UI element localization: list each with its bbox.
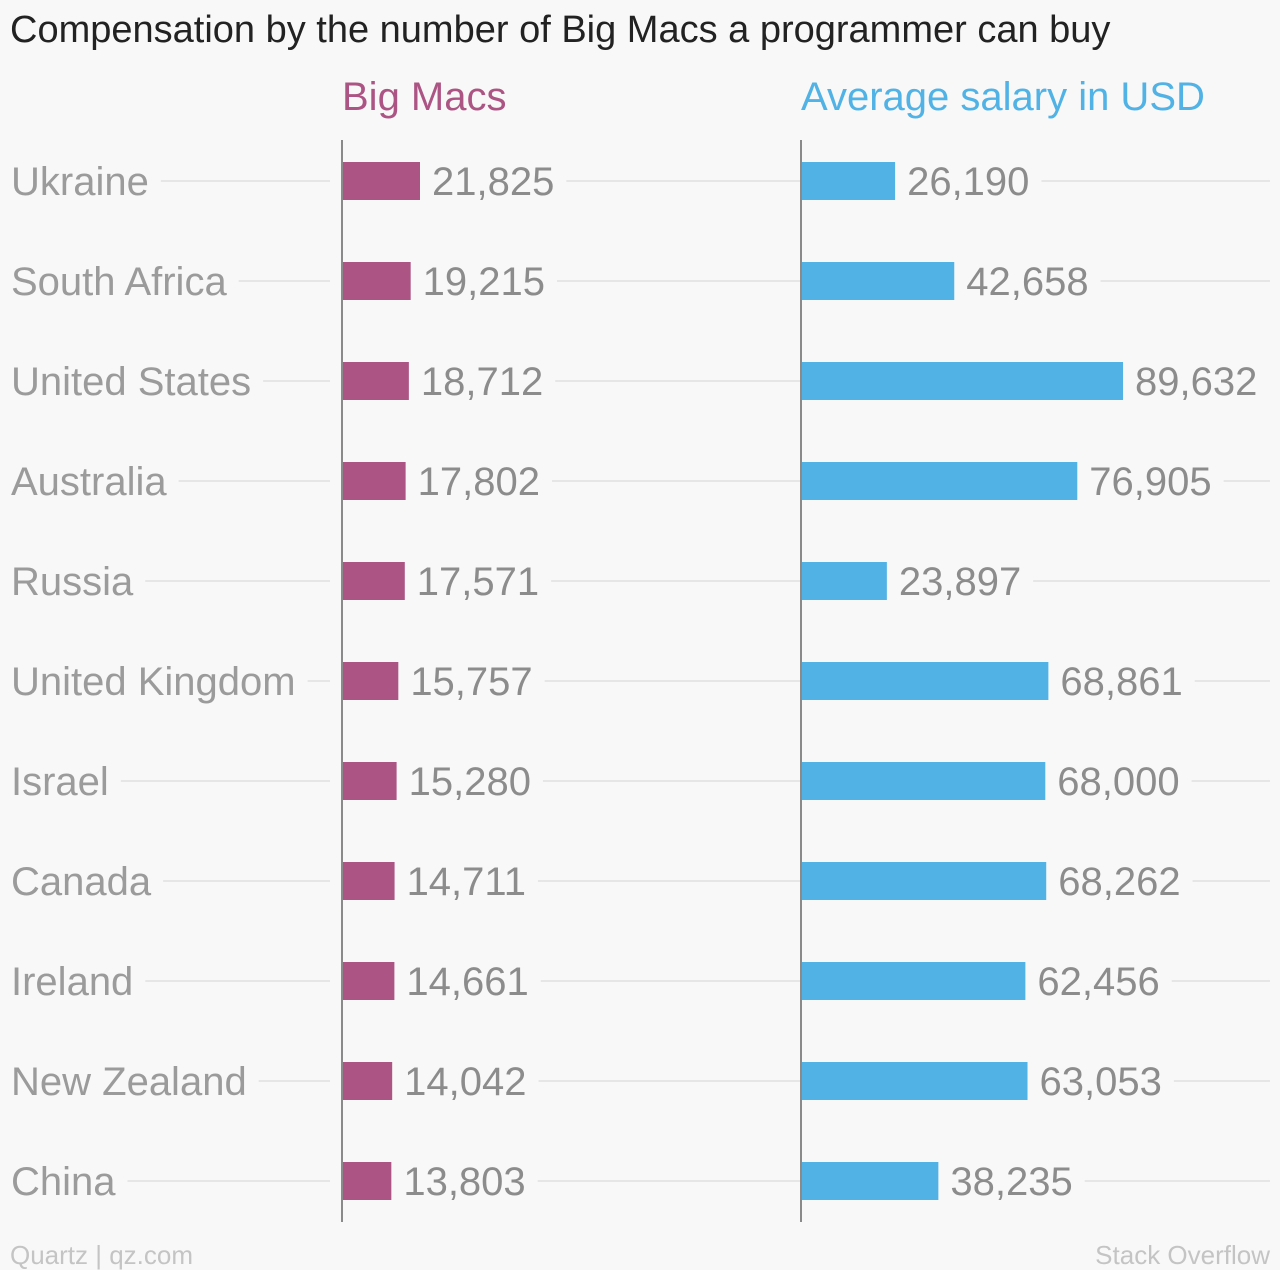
value-labels: 21,825 19,215 18,712 17,802 17,571 15,757 15,2… xyxy=(403,160,1257,1204)
bar-salary xyxy=(801,262,955,300)
value-label-salary: 26,190 xyxy=(907,160,1029,204)
bar-salary xyxy=(801,1062,1028,1100)
value-label-salary: 89,632 xyxy=(1135,360,1257,404)
series-label-1: Average salary in USD xyxy=(801,75,1205,119)
bar-big-macs xyxy=(342,562,405,600)
value-label-salary: 63,053 xyxy=(1040,1060,1162,1104)
category-label: Australia xyxy=(11,460,167,504)
category-label: Israel xyxy=(11,760,109,804)
axes xyxy=(341,140,802,1222)
category-label: Canada xyxy=(11,860,152,904)
series-label-0: Big Macs xyxy=(342,75,507,119)
bar-salary xyxy=(801,662,1049,700)
value-label-big-macs: 17,802 xyxy=(418,460,540,504)
bar-big-macs xyxy=(342,162,420,200)
value-label-big-macs: 14,711 xyxy=(407,860,526,904)
value-label-big-macs: 15,280 xyxy=(409,760,531,804)
bar-big-macs xyxy=(342,462,406,500)
series-labels: Big Macs Average salary in USD xyxy=(342,75,1205,119)
bar-salary xyxy=(801,862,1047,900)
value-label-salary: 68,262 xyxy=(1058,860,1180,904)
bar-salary xyxy=(801,962,1026,1000)
value-label-salary: 23,897 xyxy=(899,560,1021,604)
value-label-salary: 62,456 xyxy=(1037,960,1159,1004)
value-label-big-macs: 14,042 xyxy=(404,1060,526,1104)
bar-big-macs xyxy=(342,962,395,1000)
category-label: New Zealand xyxy=(11,1060,247,1104)
value-label-salary: 68,000 xyxy=(1057,760,1179,804)
gridlines xyxy=(120,180,1270,1182)
value-label-big-macs: 19,215 xyxy=(423,260,545,304)
footer-source-left: Quartz | qz.com xyxy=(10,1240,193,1270)
bar-big-macs xyxy=(342,262,411,300)
bar-big-macs xyxy=(342,762,397,800)
value-label-big-macs: 14,661 xyxy=(406,960,528,1004)
bar-salary xyxy=(801,362,1123,400)
value-label-salary: 38,235 xyxy=(950,1160,1072,1204)
value-label-big-macs: 15,757 xyxy=(410,660,532,704)
category-label: Ukraine xyxy=(11,160,149,204)
bar-salary xyxy=(801,1162,939,1200)
category-labels: Ukraine South Africa United States Australi… xyxy=(11,160,296,1204)
bar-salary xyxy=(801,762,1046,800)
bar-big-macs xyxy=(342,662,399,700)
value-label-big-macs: 21,825 xyxy=(432,160,554,204)
bar-big-macs xyxy=(342,362,409,400)
bars xyxy=(342,162,1123,1200)
bar-salary xyxy=(801,562,887,600)
category-label: Ireland xyxy=(11,960,133,1004)
category-label: South Africa xyxy=(11,260,227,304)
value-label-big-macs: 13,803 xyxy=(403,1160,525,1204)
bar-big-macs xyxy=(342,1162,392,1200)
category-label: China xyxy=(11,1160,116,1204)
value-label-big-macs: 17,571 xyxy=(417,560,539,604)
value-label-salary: 42,658 xyxy=(966,260,1088,304)
bar-big-macs xyxy=(342,862,395,900)
value-label-salary: 76,905 xyxy=(1089,460,1211,504)
category-label: Russia xyxy=(11,560,134,604)
bar-big-macs xyxy=(342,1062,393,1100)
category-label: United States xyxy=(11,360,251,404)
bar-salary xyxy=(801,162,896,200)
footer-source-right: Stack Overflow xyxy=(1095,1240,1270,1270)
value-label-salary: 68,861 xyxy=(1060,660,1182,704)
bar-salary xyxy=(801,462,1078,500)
category-label: United Kingdom xyxy=(11,660,296,704)
chart-title: Compensation by the number of Big Macs a… xyxy=(10,9,1110,51)
value-label-big-macs: 18,712 xyxy=(421,360,543,404)
